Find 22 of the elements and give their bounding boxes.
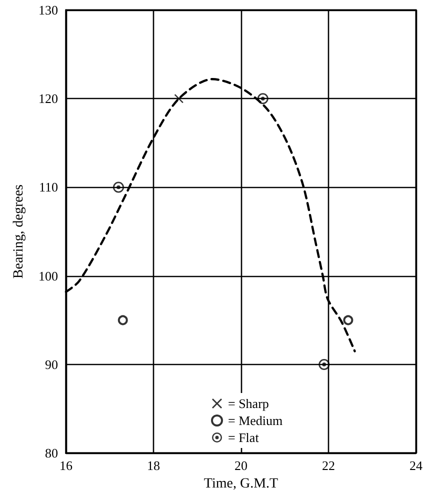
y-tick-label: 90 xyxy=(45,356,58,372)
y-tick-label: 110 xyxy=(38,180,58,195)
x-tick-label: 18 xyxy=(147,458,160,474)
point xyxy=(118,315,128,326)
x-axis-title: Time, G.M.T xyxy=(204,476,279,492)
legend-label: = Flat xyxy=(228,430,260,445)
y-tick-label: 80 xyxy=(45,446,58,461)
point xyxy=(174,94,184,104)
point xyxy=(343,315,354,326)
x-tick-label: 22 xyxy=(322,458,335,474)
x-tick-label: 16 xyxy=(60,458,73,474)
point xyxy=(113,182,124,193)
legend-label: = Medium xyxy=(228,413,283,428)
point xyxy=(257,93,268,104)
y-tick-label: 120 xyxy=(38,91,58,106)
x-tick-label: 20 xyxy=(234,458,248,474)
legend-label: = Sharp xyxy=(228,396,269,411)
y-tick-label: 100 xyxy=(38,268,58,284)
y-tick-label: 130 xyxy=(38,2,58,18)
point xyxy=(318,358,330,370)
x-tick-label: 24 xyxy=(410,458,423,474)
y-axis-title: Bearing, degrees xyxy=(12,184,26,279)
